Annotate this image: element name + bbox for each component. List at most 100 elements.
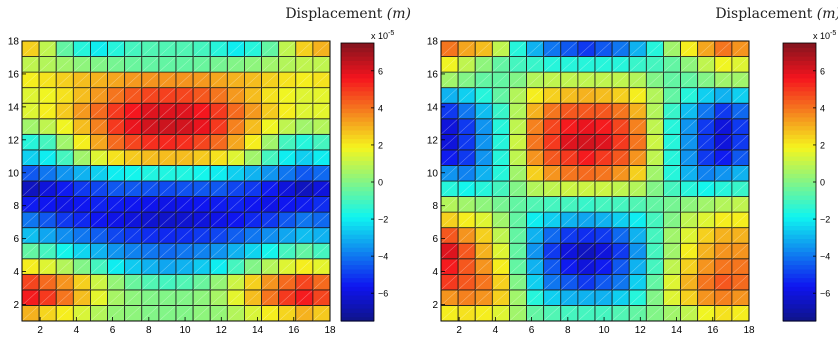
colorbar-segment (783, 238, 816, 244)
mesh-diagonal (312, 258, 331, 275)
mesh-diagonal (175, 149, 194, 166)
colorbar-segment (341, 116, 374, 122)
mesh-diagonal (141, 149, 160, 166)
mesh-diagonal (492, 243, 510, 259)
mesh-diagonal (141, 103, 160, 119)
mesh-diagonal (210, 289, 228, 306)
mesh-diagonal (594, 196, 613, 213)
colorbar-segment (341, 99, 374, 105)
mesh-diagonal (107, 165, 125, 182)
mesh-diagonal (594, 211, 613, 228)
mesh-diagonal (731, 103, 750, 119)
mesh-diagonal (21, 134, 40, 151)
mesh-diagonal (124, 274, 142, 291)
mesh-diagonal (560, 56, 579, 73)
mesh-diagonal (543, 227, 561, 244)
mesh-diagonal (680, 227, 698, 244)
mesh-diagonal (124, 196, 142, 213)
mesh-diagonal (714, 103, 733, 119)
colorbar-segment (341, 286, 374, 292)
mesh-diagonal (56, 134, 74, 151)
mesh-diagonal (56, 243, 74, 259)
mesh-diagonal (141, 40, 160, 57)
mesh-diagonal (526, 87, 544, 104)
mesh-diagonal (560, 227, 579, 244)
mesh-diagonal (543, 211, 561, 228)
colorbar-segment (783, 312, 816, 318)
x-tick-label: 8 (146, 325, 152, 336)
mesh-diagonal (227, 103, 245, 119)
mesh-diagonal (629, 71, 647, 88)
colorbar-segment (341, 142, 374, 148)
colorbar-segment (783, 281, 816, 287)
mesh-diagonal (714, 211, 733, 228)
mesh-diagonal (278, 40, 296, 57)
mesh-diagonal (312, 165, 331, 182)
y-tick-label: 12 (8, 135, 20, 146)
mesh-diagonal (680, 180, 698, 197)
mesh-diagonal (244, 71, 262, 88)
mesh-diagonal (440, 196, 459, 213)
mesh-diagonal (175, 258, 194, 275)
mesh-diagonal (714, 118, 733, 135)
mesh-diagonal (278, 258, 296, 275)
mesh-diagonal (124, 227, 142, 244)
mesh-diagonal (21, 149, 40, 166)
colorbar-segment (341, 216, 374, 222)
colorbar-segment (783, 90, 816, 96)
mesh-diagonal (526, 243, 544, 259)
colorbar-segment (783, 77, 816, 83)
mesh-diagonal (594, 243, 613, 259)
mesh-diagonal (440, 274, 459, 291)
mesh-diagonal (457, 274, 476, 291)
colorbar-segment (341, 147, 374, 153)
mesh-diagonal (440, 103, 459, 119)
mesh-diagonal (38, 149, 57, 166)
mesh-diagonal (457, 103, 476, 119)
mesh-diagonal (475, 196, 493, 213)
mesh-diagonal (731, 227, 750, 244)
mesh-diagonal (158, 180, 177, 197)
mesh-diagonal (124, 258, 142, 275)
mesh-diagonal (158, 274, 177, 291)
mesh-diagonal (509, 305, 527, 322)
colorbar-segment (341, 164, 374, 170)
mesh-diagonal (440, 87, 459, 104)
mesh-diagonal (73, 149, 91, 166)
mesh-diagonal (90, 305, 108, 322)
mesh-diagonal (21, 40, 40, 57)
mesh-diagonal (457, 40, 476, 57)
mesh-diagonal (192, 180, 211, 197)
colorbar-segment (341, 299, 374, 305)
mesh-diagonal (663, 56, 681, 73)
x-tick-label: 14 (252, 325, 264, 336)
mesh-diagonal (192, 71, 211, 88)
mesh-diagonal (21, 243, 40, 259)
mesh-diagonal (560, 243, 579, 259)
colorbar-segment (341, 186, 374, 192)
mesh-diagonal (663, 227, 681, 244)
mesh-diagonal (90, 211, 108, 228)
mesh-diagonal (56, 56, 74, 73)
mesh-diagonal (38, 165, 57, 182)
mesh-diagonal (158, 196, 177, 213)
colorbar-segment (783, 121, 816, 127)
mesh-diagonal (90, 149, 108, 166)
mesh-diagonal (475, 71, 493, 88)
colorbar-exponent-label: x 10-5 (371, 30, 394, 41)
mesh-diagonal (509, 118, 527, 135)
mesh-diagonal (141, 71, 160, 88)
mesh-diagonal (227, 243, 245, 259)
mesh-diagonal (577, 165, 596, 182)
mesh-diagonal (38, 196, 57, 213)
colorbar-segment (341, 47, 374, 53)
y-tick-label: 18 (8, 37, 20, 48)
mesh-diagonal (278, 56, 296, 73)
mesh-diagonal (646, 87, 664, 104)
x-tick-label: 12 (216, 325, 228, 336)
colorbar-segment (783, 216, 816, 222)
mesh-diagonal (227, 71, 245, 88)
mesh-diagonal (526, 211, 544, 228)
heatmap-right: 2 4 6 8 10 12 14 16 18 2 4 6 8 10 12 14 16 18 −6 −4 −2 0 2 4 6 x … (427, 30, 836, 336)
mesh-diagonal (192, 40, 211, 57)
